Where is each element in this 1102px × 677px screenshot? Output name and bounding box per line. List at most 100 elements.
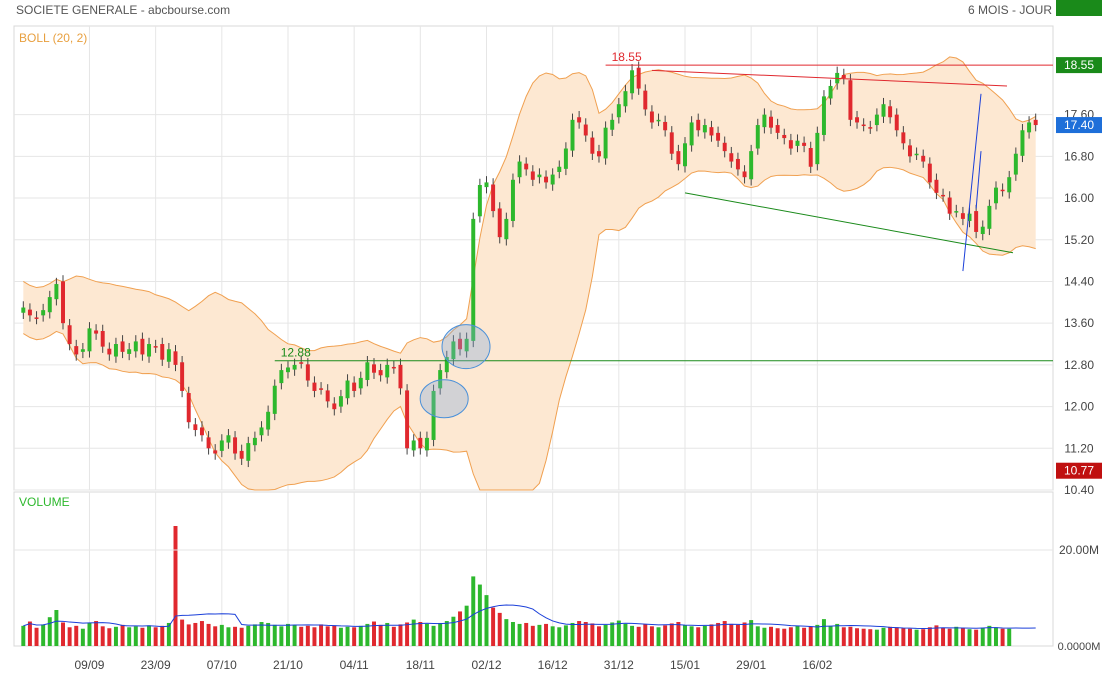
volume-bar xyxy=(74,625,79,646)
candle xyxy=(497,208,502,238)
candle xyxy=(504,218,509,240)
volume-bar xyxy=(590,623,595,646)
candle xyxy=(285,367,290,373)
candle xyxy=(358,377,363,389)
candle xyxy=(193,424,198,431)
volume-bar xyxy=(808,626,813,646)
volume-bar xyxy=(193,622,198,646)
volume-bar xyxy=(921,629,926,646)
candle xyxy=(418,437,423,449)
candle xyxy=(762,114,767,128)
volume-tick-label: 20.00M xyxy=(1059,543,1099,557)
volume-bar xyxy=(894,627,899,646)
volume-bar xyxy=(702,625,707,646)
volume-bar xyxy=(775,628,780,646)
volume-bar xyxy=(636,626,641,646)
candle xyxy=(742,171,747,178)
y-tick-label: 10.40 xyxy=(1064,483,1094,497)
volume-bar xyxy=(815,624,820,646)
volume-bar xyxy=(34,627,39,646)
volume-bar xyxy=(418,622,423,646)
candle xyxy=(299,362,304,364)
candle xyxy=(914,153,919,156)
volume-bar xyxy=(80,628,85,646)
volume-bar xyxy=(577,621,582,646)
candle xyxy=(27,309,32,316)
candle xyxy=(954,211,959,213)
candle xyxy=(815,132,820,165)
candle xyxy=(861,124,866,127)
candle xyxy=(206,437,211,449)
price-tag-label: 10.77 xyxy=(1064,464,1094,478)
volume-bar xyxy=(517,623,522,646)
candle xyxy=(583,124,588,136)
y-tick-label: 15.20 xyxy=(1064,233,1094,247)
candle xyxy=(100,330,105,347)
volume-bar xyxy=(1000,628,1005,646)
candle xyxy=(54,284,59,300)
volume-bar xyxy=(994,627,998,646)
candle xyxy=(166,349,171,362)
volume-bar xyxy=(41,624,46,646)
candle xyxy=(147,344,152,357)
volume-bar xyxy=(325,626,330,646)
volume-bar xyxy=(180,619,185,646)
candle xyxy=(735,158,740,170)
y-tick-label: 12.80 xyxy=(1064,358,1094,372)
volume-label: VOLUME xyxy=(19,495,70,509)
volume-bar xyxy=(974,629,979,646)
candle xyxy=(769,116,774,128)
candle xyxy=(1027,122,1032,133)
candle xyxy=(471,218,476,341)
volume-bar xyxy=(405,622,410,646)
candle xyxy=(630,70,635,94)
volume-bar xyxy=(716,622,721,646)
x-tick-label: 29/01 xyxy=(736,658,766,672)
candle xyxy=(80,349,85,352)
candle xyxy=(782,134,787,139)
candle xyxy=(127,349,132,354)
volume-bar xyxy=(1007,628,1012,646)
candle xyxy=(213,450,218,454)
volume-bar xyxy=(206,623,211,646)
x-tick-label: 02/12 xyxy=(471,658,501,672)
candle xyxy=(722,142,727,152)
chart-title: SOCIETE GENERALE - abcbourse.com xyxy=(16,3,231,17)
volume-bar xyxy=(649,626,654,646)
candle xyxy=(312,382,317,391)
price-tag-label: 18.55 xyxy=(1064,58,1094,72)
volume-bar xyxy=(696,627,701,646)
volume-bar xyxy=(663,625,668,646)
candle xyxy=(246,443,251,461)
x-tick-label: 18/11 xyxy=(406,658,435,672)
candle xyxy=(947,197,952,214)
volume-bar xyxy=(524,622,529,646)
candle xyxy=(319,388,324,390)
candle xyxy=(702,125,707,133)
candle xyxy=(438,370,443,389)
candle xyxy=(941,194,946,197)
candle xyxy=(802,142,807,146)
candle xyxy=(186,393,191,423)
candle xyxy=(405,390,410,449)
volume-bar xyxy=(199,621,204,646)
candle xyxy=(517,161,522,178)
volume-bar xyxy=(458,611,463,646)
candle xyxy=(795,140,800,146)
candle xyxy=(153,346,158,348)
volume-bar xyxy=(120,624,125,646)
volume-bar xyxy=(444,621,449,646)
candle xyxy=(305,364,310,381)
volume-bar xyxy=(669,623,674,646)
candle xyxy=(252,437,257,446)
volume-bar xyxy=(769,626,774,646)
volume-bar xyxy=(855,628,860,646)
volume-bar xyxy=(927,627,932,646)
period-label: 6 MOIS - JOUR xyxy=(967,3,1052,17)
volume-bar xyxy=(596,626,601,646)
volume-bar xyxy=(438,622,443,646)
candle xyxy=(113,344,118,357)
y-tick-label: 16.80 xyxy=(1064,149,1094,163)
bollinger-upper xyxy=(23,56,1036,354)
